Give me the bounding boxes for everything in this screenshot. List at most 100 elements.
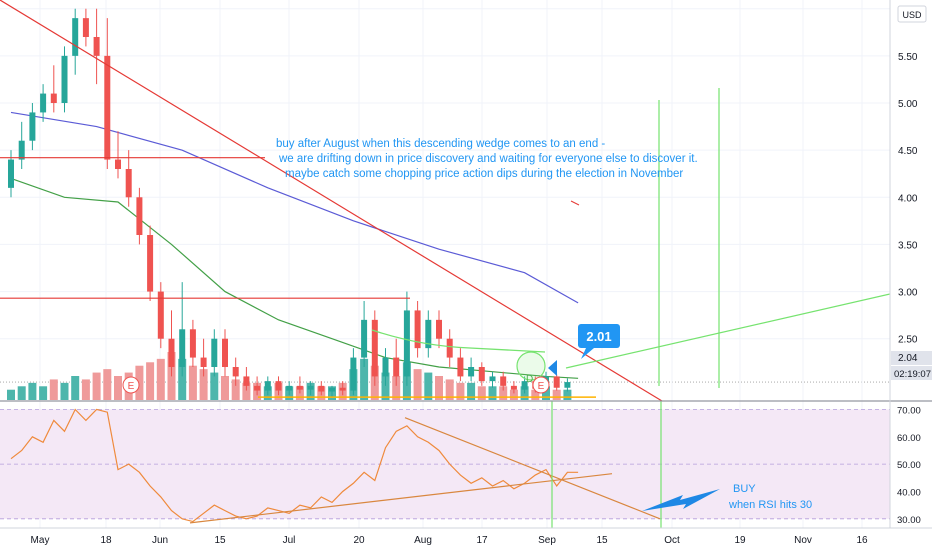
candle-body [93,37,100,56]
descending-trendline[interactable] [0,0,663,402]
candle[interactable] [553,374,560,391]
candle[interactable] [403,291,410,386]
drawings[interactable] [0,0,891,528]
volume-bar [435,376,443,400]
price-tick-label: 5.50 [898,52,918,63]
projection-line[interactable] [565,293,891,369]
volume-bar [39,386,48,400]
candle[interactable] [393,338,400,386]
candle-body [104,55,111,160]
volume-bar [210,372,219,400]
currency-badge[interactable]: USD [897,5,927,23]
candle[interactable] [93,8,100,85]
rsi-resistance-trendline[interactable] [404,417,661,520]
highlight-circle[interactable] [516,351,546,381]
candle[interactable] [329,385,335,398]
candle[interactable] [232,357,239,386]
candle-body [478,367,485,382]
candle[interactable] [189,319,196,367]
volume-bar [445,379,454,400]
candle[interactable] [425,310,432,358]
candle[interactable] [564,378,571,392]
candle[interactable] [157,282,164,349]
volume-bar [28,382,37,400]
candle[interactable] [136,187,143,245]
candle-body [457,357,464,377]
candle-body [521,381,528,390]
earnings-letter: E [128,381,135,392]
candle-body [307,385,314,390]
candle-body [40,93,47,113]
volume-bar [360,358,369,400]
candle[interactable] [115,131,121,179]
candle[interactable] [500,371,507,391]
candle[interactable] [264,376,271,396]
candle[interactable] [61,46,68,113]
candle[interactable] [50,65,57,113]
candle[interactable] [468,357,475,382]
candle-body [222,338,228,367]
candle[interactable] [211,329,218,377]
candle[interactable] [510,381,517,394]
time-tick-label: Sep [538,535,556,546]
time-tick-label: 15 [214,535,226,546]
time-tick-label: 20 [353,535,365,546]
candle[interactable] [339,381,346,396]
candle[interactable] [521,376,528,394]
candle-body [18,140,25,160]
candle[interactable] [436,310,442,349]
earnings-marker-1[interactable]: E [122,376,140,394]
candle[interactable] [286,381,293,396]
price-tick-label: 3.50 [898,240,918,251]
candle[interactable] [168,310,175,377]
candle[interactable] [40,84,47,122]
dividend-marker: D [526,374,533,385]
rsi-support-trendline[interactable] [189,473,613,524]
candle[interactable] [275,376,282,396]
currency-label: USD [902,10,922,20]
moving-average-green [10,177,579,379]
earnings-marker-2[interactable]: E [532,376,550,394]
candle[interactable] [371,310,378,386]
rsi-line[interactable] [10,408,579,523]
candle[interactable] [125,150,132,207]
candle[interactable] [82,8,89,47]
candle-body [168,338,175,367]
candle[interactable] [200,338,207,377]
candle[interactable] [382,348,389,386]
candle[interactable] [318,381,325,396]
volume-bar [156,358,165,400]
candle[interactable] [457,348,464,382]
candle[interactable] [222,329,228,377]
candle[interactable] [72,8,79,75]
candle[interactable] [307,381,314,396]
candle[interactable] [350,348,357,396]
volume-bar [231,379,240,400]
candle[interactable] [414,301,421,358]
candle[interactable] [29,103,36,151]
price-callout-text: 2.01 [586,329,611,344]
candle[interactable] [254,376,261,396]
candle[interactable] [361,301,368,367]
rsi-panel[interactable] [0,408,890,524]
candle[interactable] [478,362,485,386]
candle-body [510,385,517,390]
wedge-curve[interactable] [371,329,546,353]
buy-label: BUY [733,483,756,495]
candle[interactable] [296,376,303,394]
candle[interactable] [147,225,154,301]
volume-bar [424,372,433,400]
time-tick-label: Aug [414,535,432,546]
candle[interactable] [243,367,250,391]
candle[interactable] [104,18,111,169]
candle-body [393,357,400,377]
volume-bar [413,369,422,400]
candle[interactable] [489,371,496,388]
candle[interactable] [446,329,453,367]
candle[interactable] [18,121,25,169]
candle-body [254,385,261,391]
price-callout-pointer [581,348,594,359]
price-callout[interactable]: 2.01 [578,324,620,359]
